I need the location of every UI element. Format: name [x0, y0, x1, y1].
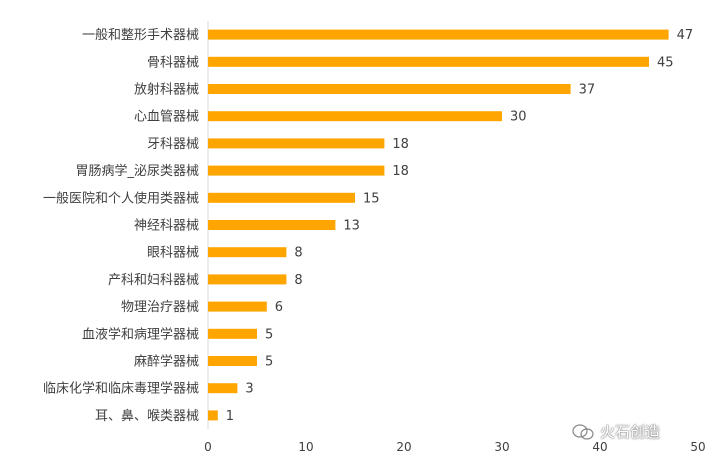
x-tick-label: 20	[396, 440, 411, 454]
category-label: 一般和整形手术器械	[82, 27, 199, 43]
category-label: 骨科器械	[147, 55, 199, 70]
bar	[208, 138, 385, 149]
wechat-icon	[572, 423, 594, 440]
category-label: 心血管器械	[134, 110, 199, 125]
value-label: 45	[657, 55, 674, 70]
category-label: 放射科器械	[134, 82, 199, 98]
value-label: 6	[275, 300, 283, 315]
category-label: 临床化学和临床毒理学器械	[43, 381, 199, 397]
value-label: 15	[363, 191, 380, 206]
category-labels: 一般和整形手术器械骨科器械放射科器械心血管器械牙科器械胃肠病学_泌尿类器械一般医…	[43, 27, 199, 424]
category-label: 牙科器械	[147, 137, 199, 152]
x-tick-label: 50	[690, 440, 705, 454]
value-label: 37	[579, 83, 596, 98]
category-label: 物理治疗器械	[121, 300, 199, 315]
bar	[208, 84, 571, 94]
watermark: 火石创造	[572, 421, 660, 442]
x-tick-label: 0	[204, 440, 212, 454]
x-tick-label: 30	[494, 440, 509, 454]
value-label: 3	[245, 382, 253, 397]
bar	[208, 410, 218, 421]
category-label: 神经科器械	[134, 219, 199, 234]
category-label: 胃肠病学_泌尿类器械	[75, 163, 199, 179]
value-label: 8	[294, 246, 302, 261]
category-label: 耳、鼻、喉类器械	[95, 408, 199, 424]
x-tick-label: 40	[592, 440, 607, 454]
bar	[208, 192, 355, 203]
bar	[208, 111, 502, 122]
bar	[208, 56, 649, 67]
value-label: 13	[343, 219, 360, 234]
value-label: 18	[392, 164, 409, 179]
category-label: 血液学和病理学器械	[82, 326, 199, 342]
bar	[208, 220, 336, 230]
bar	[208, 301, 267, 312]
category-label: 产科和妇科器械	[108, 272, 199, 288]
value-label: 8	[294, 273, 302, 288]
x-tick-label: 10	[298, 440, 313, 454]
value-label: 5	[265, 355, 273, 370]
bar	[208, 328, 257, 339]
value-label: 1	[226, 409, 234, 424]
bars-group	[208, 29, 669, 421]
category-label: 麻醉学器械	[134, 354, 199, 370]
value-label: 30	[510, 110, 527, 125]
category-label: 一般医院和个人使用类器械	[43, 190, 199, 206]
watermark-text: 火石创造	[599, 423, 660, 441]
bar	[208, 247, 287, 258]
value-label: 5	[265, 327, 273, 342]
x-tick-labels: 0 10 20 30 40 50	[204, 440, 705, 454]
value-label: 47	[677, 28, 694, 43]
value-label: 18	[392, 137, 409, 152]
bar	[208, 29, 669, 40]
bar	[208, 356, 257, 366]
bar	[208, 165, 385, 176]
bar	[208, 274, 287, 285]
category-label: 眼科器械	[147, 246, 199, 261]
bar	[208, 383, 238, 394]
